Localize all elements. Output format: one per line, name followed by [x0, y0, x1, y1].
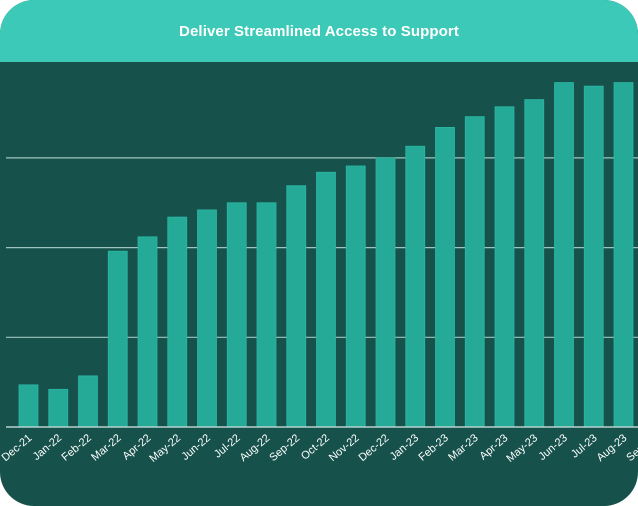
x-tick-label: May-23 — [504, 432, 540, 465]
bar-may-23 — [524, 99, 545, 428]
x-tick-labels: Dec-21Jan-22Feb-22Mar-22Apr-22May-22Jun-… — [0, 432, 638, 465]
bar-jan-22 — [48, 388, 69, 428]
x-tick-label: Aug-22 — [238, 432, 273, 464]
x-tick-label: Jun-23 — [536, 432, 569, 463]
bar-feb-23 — [435, 127, 455, 428]
bar-jan-23 — [405, 145, 426, 428]
bar-nov-22 — [345, 165, 366, 428]
bar-apr-23 — [494, 106, 515, 428]
chart-header: Deliver Streamlined Access to Support — [0, 0, 638, 62]
bar-feb-22 — [78, 375, 98, 428]
bar-sep-22 — [286, 185, 307, 428]
x-tick-label: Jan-23 — [388, 432, 421, 463]
bar-chart: Dec-21Jan-22Feb-22Mar-22Apr-22May-22Jun-… — [0, 82, 638, 465]
bar-dec-21 — [18, 384, 39, 428]
bar-jul-23 — [583, 85, 604, 428]
x-tick-label: Aug-23 — [595, 432, 630, 464]
bar-may-22 — [167, 216, 188, 428]
x-tick-label: Sep-23 — [624, 432, 638, 464]
bar-mar-23 — [464, 116, 485, 428]
bar-aug-22 — [256, 202, 277, 428]
chart-title: Deliver Streamlined Access to Support — [179, 22, 459, 40]
x-tick-label: Dec-21 — [0, 432, 34, 464]
x-tick-label: May-22 — [147, 432, 183, 465]
x-tick-label: Nov-22 — [327, 432, 362, 464]
bar-mar-22 — [107, 250, 128, 428]
bar-apr-22 — [137, 236, 158, 428]
x-tick-label: Feb-22 — [60, 432, 94, 464]
bar-jun-22 — [197, 209, 217, 428]
x-tick-label: Oct-22 — [299, 432, 332, 462]
bar-dec-22 — [375, 157, 396, 428]
bar-jul-22 — [226, 202, 247, 428]
plot-area: Dec-21 Jan-22 Feb-22 Mar-22 Apr-22 May-22 Jun-… — [0, 62, 638, 506]
x-tick-label: Sep-22 — [267, 432, 302, 464]
x-tick-label: Mar-22 — [89, 432, 123, 464]
bar-aug-23 — [613, 82, 634, 428]
bar-jun-23 — [554, 82, 574, 428]
x-tick-label: Dec-22 — [357, 432, 392, 464]
x-tick-label: Mar-23 — [446, 432, 480, 464]
x-tick-label: Feb-23 — [417, 432, 451, 464]
x-tick-label: Jun-22 — [179, 432, 212, 463]
bars — [18, 82, 634, 428]
bar-oct-22 — [316, 171, 336, 428]
x-tick-label: Jan-22 — [31, 432, 64, 463]
